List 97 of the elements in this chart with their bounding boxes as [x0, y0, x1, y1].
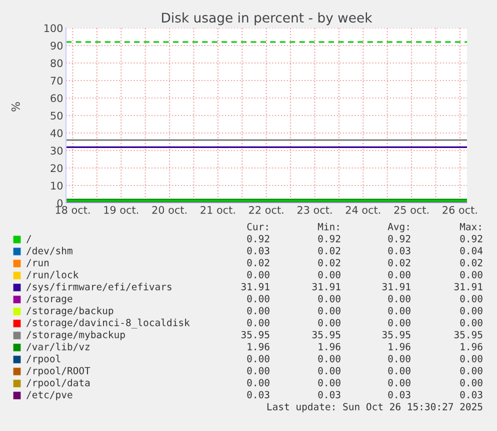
text: Avg: [388, 223, 409, 232]
text: 0.03 [247, 390, 270, 398]
text: 35.95 [382, 330, 410, 338]
text: 0.00 [247, 366, 270, 374]
text: 0.00 [318, 270, 340, 278]
legend-label: /rpool [26, 354, 60, 364]
text: 0.02 [460, 258, 482, 266]
y-tick-label: 60 [50, 94, 63, 102]
text: 0.00 [318, 366, 340, 374]
text: 0.00 [460, 306, 482, 314]
x-tick-label: 18 oct. [56, 206, 90, 214]
y-tick-label: 40 [50, 129, 63, 138]
legend-label: /run [26, 259, 49, 268]
text: 0.00 [388, 366, 410, 374]
text: 0.00 [247, 378, 270, 386]
text: 0.00 [318, 354, 340, 362]
text: 0.00 [460, 294, 482, 302]
text: Max: [460, 223, 481, 230]
text: 0.02 [247, 258, 270, 266]
legend-label: /dev/shm [26, 246, 72, 256]
text: 31.91 [241, 282, 270, 290]
text: 35.95 [312, 330, 340, 338]
x-tick-label: 21 oct. [200, 206, 235, 214]
text: 0.03 [388, 246, 410, 254]
text: 0.00 [318, 318, 340, 326]
legend-label: /rpool/ROOT [26, 366, 90, 376]
text: 35.95 [454, 330, 482, 338]
legend-label: /etc/pve [26, 391, 72, 400]
legend-label: /storage/mybackup [26, 330, 125, 340]
text: 0.00 [247, 354, 270, 362]
text: 0.03 [247, 246, 270, 254]
text: 0.00 [247, 306, 270, 314]
y-tick-label: 50 [50, 112, 63, 120]
text: 0.00 [460, 270, 482, 278]
legend-label: /storage/davinci-8_localdisk [26, 318, 190, 328]
text: Last update: Sun Oct 26 15:30:27 2025 [267, 402, 482, 412]
y-axis-title: % [11, 102, 20, 112]
text: 0.02 [318, 246, 340, 254]
text: 0.00 [460, 318, 482, 326]
x-tick-label: 20 oct. [152, 206, 186, 214]
x-tick-label: 23 oct. [297, 206, 332, 214]
text: 1.96 [248, 342, 270, 350]
x-tick-label: 22 oct. [249, 206, 284, 214]
text: 0.00 [318, 306, 340, 314]
text: 0.00 [247, 318, 270, 326]
text: 0.00 [460, 378, 482, 386]
x-tick-label: 19 oct. [104, 206, 138, 214]
legend-label: /storage/backup [26, 306, 114, 316]
text: 0.03 [388, 390, 410, 398]
text: 0.04 [460, 246, 483, 254]
text: 31.91 [312, 282, 340, 290]
x-tick-label: 26 oct. [442, 206, 477, 214]
text: 0.92 [460, 234, 482, 242]
text: 0.03 [318, 390, 340, 398]
text: 0.00 [247, 270, 270, 278]
y-tick-label: 20 [50, 164, 63, 172]
legend-label: /rpool/data [26, 378, 90, 388]
text: Min: [318, 222, 339, 230]
text: 0.00 [318, 378, 340, 386]
x-tick-label: 24 oct. [346, 206, 380, 214]
text: 0.92 [318, 234, 340, 242]
text: 0.02 [388, 258, 410, 266]
legend-label: /run/lock [26, 270, 79, 280]
y-tick-label: 90 [50, 42, 63, 50]
y-tick-label: 80 [50, 59, 63, 68]
x-tick-label: 25 oct. [394, 206, 428, 214]
legend-label: /sys/firmware/efi/efivars [26, 282, 172, 292]
text: 0.00 [318, 294, 340, 302]
text: 1.96 [460, 342, 482, 350]
legend-label: /var/lib/vz [26, 342, 90, 352]
legend-label: / [26, 235, 32, 244]
text: 0.00 [388, 378, 410, 386]
y-tick-label: 30 [50, 146, 63, 155]
y-tick-label: 0 [57, 199, 63, 208]
y-tick-label: 100 [44, 24, 63, 32]
y-tick-label: 70 [50, 76, 63, 85]
text: 31.91 [454, 282, 482, 290]
text: 0.00 [388, 354, 410, 362]
text: 0.00 [388, 306, 410, 314]
text: 0.00 [388, 294, 410, 302]
text: 35.95 [241, 330, 270, 338]
text: 0.00 [247, 294, 270, 302]
text: 0.00 [460, 354, 482, 362]
chart-title: Disk usage in percent - by week [162, 12, 372, 26]
text: 31.91 [382, 282, 410, 290]
text: 0.92 [247, 234, 270, 242]
text: 1.96 [388, 342, 410, 350]
text: 1.96 [318, 342, 340, 350]
text: 0.00 [388, 270, 410, 278]
legend-label: /storage [26, 295, 72, 304]
text: Cur: [247, 222, 268, 230]
text: 0.00 [460, 366, 482, 374]
text: 0.03 [460, 390, 482, 398]
text: 0.02 [318, 258, 340, 266]
text: 0.92 [388, 234, 410, 242]
text: 0.00 [388, 318, 410, 326]
y-tick-label: 10 [51, 182, 63, 190]
